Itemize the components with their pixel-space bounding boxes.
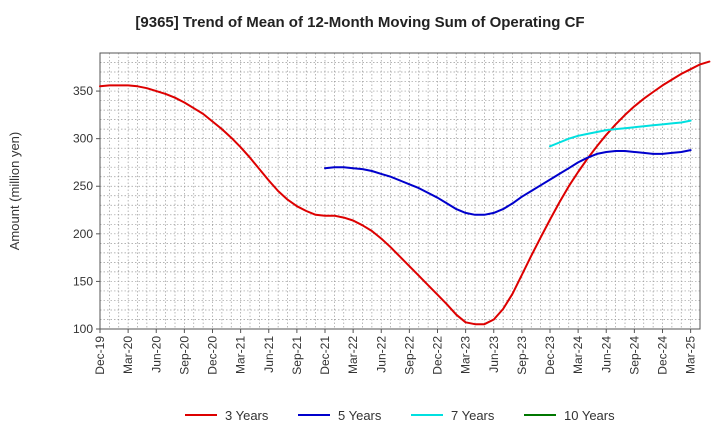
y-tick-label: 250 <box>73 179 93 193</box>
y-axis-label: Amount (million yen) <box>7 132 22 251</box>
legend-label: 7 Years <box>451 408 495 423</box>
series-line-3-years <box>99 60 711 326</box>
y-tick-label: 300 <box>73 132 93 146</box>
legend-item: 10 Years <box>524 408 615 423</box>
legend-label: 3 Years <box>225 408 269 423</box>
legend: 3 Years 5 Years 7 Years 10 Years <box>185 408 615 423</box>
x-tick-label: Dec-20 <box>206 336 220 375</box>
x-tick-label: Sep-24 <box>627 336 641 375</box>
x-tick-label: Dec-19 <box>93 336 107 375</box>
x-tick-label: Dec-21 <box>318 336 332 375</box>
x-tick-label: Sep-23 <box>515 336 529 375</box>
x-tick-label: Dec-24 <box>656 336 670 375</box>
x-tick-label: Jun-24 <box>599 336 613 373</box>
plot-frame <box>99 52 701 330</box>
legend-item: 5 Years <box>298 408 382 423</box>
x-tick-label: Mar-24 <box>571 336 585 374</box>
y-tick-label: 200 <box>73 227 93 241</box>
x-tick-label: Jun-22 <box>374 336 388 373</box>
series-line-7-years <box>549 119 692 148</box>
x-tick-label: Jun-21 <box>262 336 276 373</box>
x-tick-label: Sep-20 <box>177 336 191 375</box>
y-axis: 100 150 200 250 300 350 <box>73 84 100 336</box>
legend-item: 7 Years <box>411 408 495 423</box>
x-tick-label: Dec-22 <box>431 336 445 375</box>
y-tick-label: 350 <box>73 84 93 98</box>
chart-title: [9365] Trend of Mean of 12-Month Moving … <box>135 14 584 31</box>
y-tick-label: 100 <box>73 322 93 336</box>
x-tick-label: Mar-22 <box>346 336 360 374</box>
legend-item: 3 Years <box>185 408 269 423</box>
series-line-5-years <box>324 149 692 216</box>
x-tick-label: Mar-23 <box>459 336 473 374</box>
legend-label: 10 Years <box>564 408 615 423</box>
x-tick-label: Jun-20 <box>149 336 163 373</box>
x-tick-label: Mar-20 <box>121 336 135 374</box>
grid <box>100 53 700 329</box>
x-tick-label: Jun-23 <box>487 336 501 373</box>
x-tick-label: Dec-23 <box>543 336 557 375</box>
x-tick-label: Sep-22 <box>402 336 416 375</box>
x-tick-label: Mar-21 <box>234 336 248 374</box>
legend-label: 5 Years <box>338 408 382 423</box>
x-tick-label: Sep-21 <box>290 336 304 375</box>
x-tick-label: Mar-25 <box>684 336 698 374</box>
x-axis: Dec-19 Mar-20 Jun-20 Sep-20 Dec-20 Mar-21 Jun-… <box>93 329 698 375</box>
y-tick-label: 150 <box>73 274 93 288</box>
series-layer <box>99 60 711 326</box>
